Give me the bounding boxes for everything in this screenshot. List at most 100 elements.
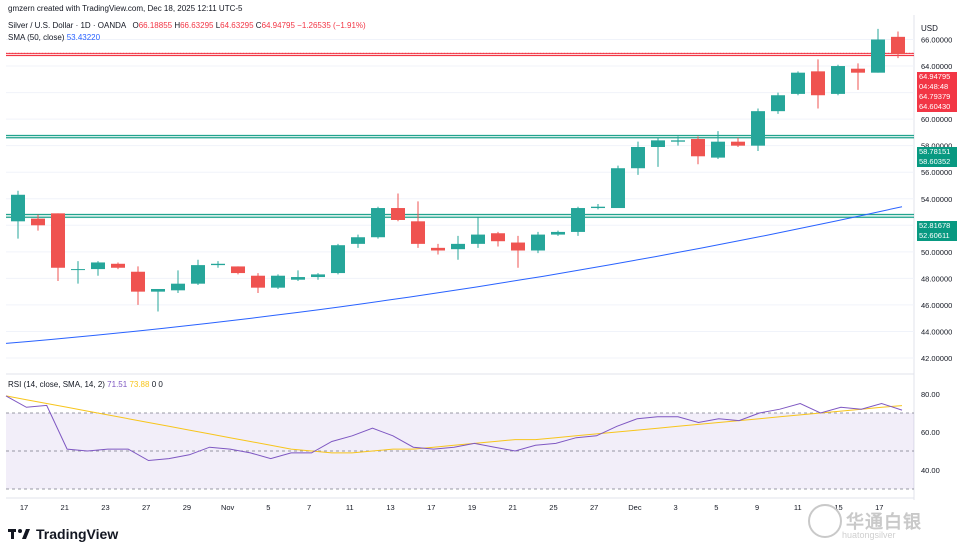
candle-body — [231, 266, 245, 274]
candle-body — [651, 140, 665, 147]
watermark-sub: huatongsilver — [842, 530, 896, 540]
candle — [711, 131, 725, 159]
ohlc-close: 64.94795 — [261, 21, 295, 30]
candle — [631, 141, 645, 175]
ohlc-high-label: H — [174, 21, 181, 30]
currency-label: USD — [921, 24, 938, 33]
rsi-value: 71.51 — [107, 380, 128, 389]
price-tag: 58.60352 — [917, 157, 957, 167]
tradingview-logo[interactable]: TradingView — [8, 526, 118, 542]
rsi-label: RSI (14, close, SMA, 14, 2) — [8, 380, 105, 389]
y-tick-label: 42.00000 — [921, 354, 952, 363]
watermark-text: 华通白银 — [846, 512, 922, 532]
candle — [731, 137, 745, 147]
y-tick-label: 66.00000 — [921, 36, 952, 45]
x-tick-label: 21 — [61, 503, 69, 512]
ohlc-open: 66.18855 — [138, 21, 173, 30]
candle-body — [571, 208, 585, 232]
ohlc-change: −1.26535 (−1.91%) — [297, 21, 366, 30]
candle — [471, 217, 485, 248]
candle — [31, 214, 45, 231]
candle — [431, 243, 445, 255]
rsi-y-tick-label: 60.00 — [921, 428, 940, 437]
candle — [591, 204, 605, 210]
rsi-line — [5, 395, 903, 462]
candle — [871, 28, 885, 73]
candle — [211, 261, 225, 268]
sma-legend: SMA (50, close) 53.43220 — [8, 33, 100, 42]
candle-body — [171, 283, 185, 291]
candle — [11, 190, 25, 239]
x-tick-label: 15 — [834, 503, 842, 512]
candle-body — [491, 233, 505, 242]
candle — [351, 234, 365, 248]
candle — [651, 137, 665, 167]
x-tick-label: 9 — [755, 503, 759, 512]
candle-body — [671, 140, 685, 142]
candle-body — [791, 72, 805, 94]
y-tick-label: 64.00000 — [921, 62, 952, 71]
x-tick-label: 19 — [468, 503, 476, 512]
candle — [111, 262, 125, 270]
candle — [891, 31, 905, 59]
candle-body — [11, 194, 25, 222]
candle-body — [831, 66, 845, 94]
candle — [611, 165, 625, 209]
candle-body — [511, 242, 525, 251]
candle — [291, 270, 305, 282]
candle — [851, 63, 865, 90]
x-tick-label: Dec — [628, 503, 642, 512]
candle — [551, 230, 565, 236]
x-tick-label: Nov — [221, 503, 235, 512]
candle — [571, 206, 585, 236]
candle — [671, 136, 685, 146]
candle — [271, 274, 285, 289]
candle — [311, 273, 325, 280]
rsi-extra: 0 0 — [151, 380, 163, 389]
price-tag: 52.81678 — [917, 221, 957, 231]
x-tick-label: 11 — [794, 503, 802, 512]
candle-body — [451, 243, 465, 250]
candle — [691, 136, 705, 165]
ohlc-close-label: C — [255, 21, 262, 30]
candle — [151, 288, 165, 312]
tv-logo-icon — [8, 529, 30, 539]
candle — [231, 266, 245, 275]
y-tick-label: 44.00000 — [921, 327, 952, 336]
candle-body — [711, 141, 725, 158]
y-tick-label: 50.00000 — [921, 248, 952, 257]
rsi-ma-value: 73.88 — [129, 380, 150, 389]
y-tick-label: 54.00000 — [921, 195, 952, 204]
candle-body — [331, 245, 345, 274]
candle-body — [611, 168, 625, 209]
x-tick-label: 27 — [590, 503, 598, 512]
price-tag: 04:48:48 — [917, 82, 957, 92]
candle-body — [111, 263, 125, 268]
candle-body — [191, 265, 205, 284]
symbol-header: Silver / U.S. Dollar · 1D · OANDA O66.18… — [8, 21, 366, 30]
candle-body — [631, 146, 645, 169]
x-tick-label: 5 — [714, 503, 718, 512]
x-tick-label: 25 — [549, 503, 557, 512]
support-zone-lower — [6, 214, 914, 219]
candle-body — [291, 277, 305, 280]
x-tick-label: 21 — [509, 503, 517, 512]
resistance-zone — [6, 53, 914, 57]
candle-body — [71, 269, 85, 271]
candle — [791, 71, 805, 96]
candle-body — [311, 274, 325, 278]
sma-line — [5, 206, 903, 344]
candle-body — [151, 288, 165, 292]
x-tick-label: 17 — [427, 503, 435, 512]
created-by-label: gmzern created with TradingView.com, Dec… — [8, 4, 243, 13]
candle — [751, 108, 765, 151]
rsi-y-tick-label: 80.00 — [921, 390, 940, 399]
candle — [771, 92, 785, 114]
brand-name: TradingView — [36, 526, 119, 542]
rsi-legend: RSI (14, close, SMA, 14, 2) 71.51 73.88 … — [8, 380, 163, 389]
x-tick-label: 17 — [20, 503, 28, 512]
candle — [451, 235, 465, 260]
ohlc-low-label: L — [215, 21, 221, 30]
candle-body — [691, 139, 705, 157]
